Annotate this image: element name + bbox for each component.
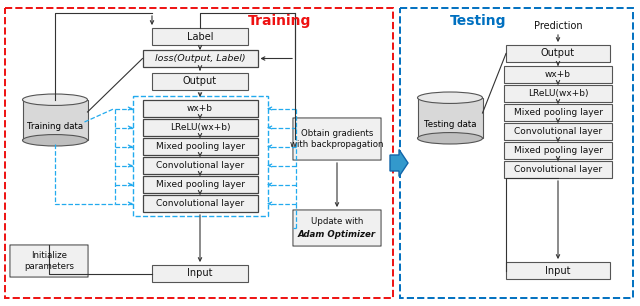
- FancyBboxPatch shape: [504, 161, 612, 178]
- Text: Update with: Update with: [311, 217, 363, 226]
- FancyBboxPatch shape: [293, 118, 381, 160]
- FancyBboxPatch shape: [504, 123, 612, 140]
- Text: wx+b: wx+b: [545, 70, 571, 79]
- Bar: [417, 98, 483, 138]
- Text: Initialize
parameters: Initialize parameters: [24, 251, 74, 271]
- FancyBboxPatch shape: [504, 142, 612, 159]
- FancyBboxPatch shape: [143, 157, 257, 174]
- Text: Output: Output: [183, 76, 217, 87]
- FancyBboxPatch shape: [293, 210, 381, 246]
- FancyArrow shape: [390, 150, 408, 177]
- FancyBboxPatch shape: [506, 262, 610, 279]
- Text: Prediction: Prediction: [534, 21, 582, 31]
- FancyBboxPatch shape: [143, 176, 257, 193]
- Text: LReLU(wx+b): LReLU(wx+b): [170, 123, 230, 132]
- Text: Convolutional layer: Convolutional layer: [156, 199, 244, 208]
- Bar: [5, 8, 393, 298]
- Bar: [132, 96, 268, 216]
- FancyBboxPatch shape: [152, 73, 248, 90]
- Text: Mixed pooling layer: Mixed pooling layer: [513, 146, 602, 155]
- Text: Output: Output: [541, 48, 575, 58]
- Text: Training: Training: [248, 14, 312, 28]
- FancyBboxPatch shape: [143, 119, 257, 136]
- Ellipse shape: [22, 135, 88, 146]
- Text: loss(Output, Label): loss(Output, Label): [155, 54, 245, 63]
- FancyBboxPatch shape: [143, 50, 257, 67]
- Ellipse shape: [417, 92, 483, 103]
- Text: Adam Optimizer: Adam Optimizer: [298, 230, 376, 239]
- Bar: [400, 8, 633, 298]
- Text: Label: Label: [187, 32, 213, 42]
- Ellipse shape: [417, 132, 483, 144]
- Text: Training data: Training data: [27, 122, 83, 131]
- FancyBboxPatch shape: [504, 85, 612, 102]
- Text: Input: Input: [188, 268, 212, 278]
- FancyBboxPatch shape: [143, 195, 257, 212]
- Text: Convolutional layer: Convolutional layer: [514, 165, 602, 174]
- Text: Mixed pooling layer: Mixed pooling layer: [156, 142, 244, 151]
- Text: Mixed pooling layer: Mixed pooling layer: [513, 108, 602, 117]
- Bar: [22, 100, 88, 140]
- Text: Convolutional layer: Convolutional layer: [156, 161, 244, 170]
- Ellipse shape: [22, 94, 88, 106]
- Text: Testing data: Testing data: [424, 120, 476, 129]
- FancyBboxPatch shape: [504, 104, 612, 121]
- FancyBboxPatch shape: [143, 100, 257, 117]
- FancyBboxPatch shape: [504, 66, 612, 83]
- Text: Testing: Testing: [450, 14, 506, 28]
- FancyBboxPatch shape: [152, 265, 248, 282]
- Text: Convolutional layer: Convolutional layer: [514, 127, 602, 136]
- Text: Mixed pooling layer: Mixed pooling layer: [156, 180, 244, 189]
- Text: wx+b: wx+b: [187, 104, 213, 113]
- FancyBboxPatch shape: [506, 45, 610, 62]
- Text: LReLU(wx+b): LReLU(wx+b): [528, 89, 588, 98]
- FancyBboxPatch shape: [152, 28, 248, 45]
- FancyBboxPatch shape: [10, 245, 88, 277]
- Text: Input: Input: [545, 266, 571, 275]
- Text: Obtain gradients
with backpropagation: Obtain gradients with backpropagation: [291, 129, 384, 149]
- FancyBboxPatch shape: [143, 138, 257, 155]
